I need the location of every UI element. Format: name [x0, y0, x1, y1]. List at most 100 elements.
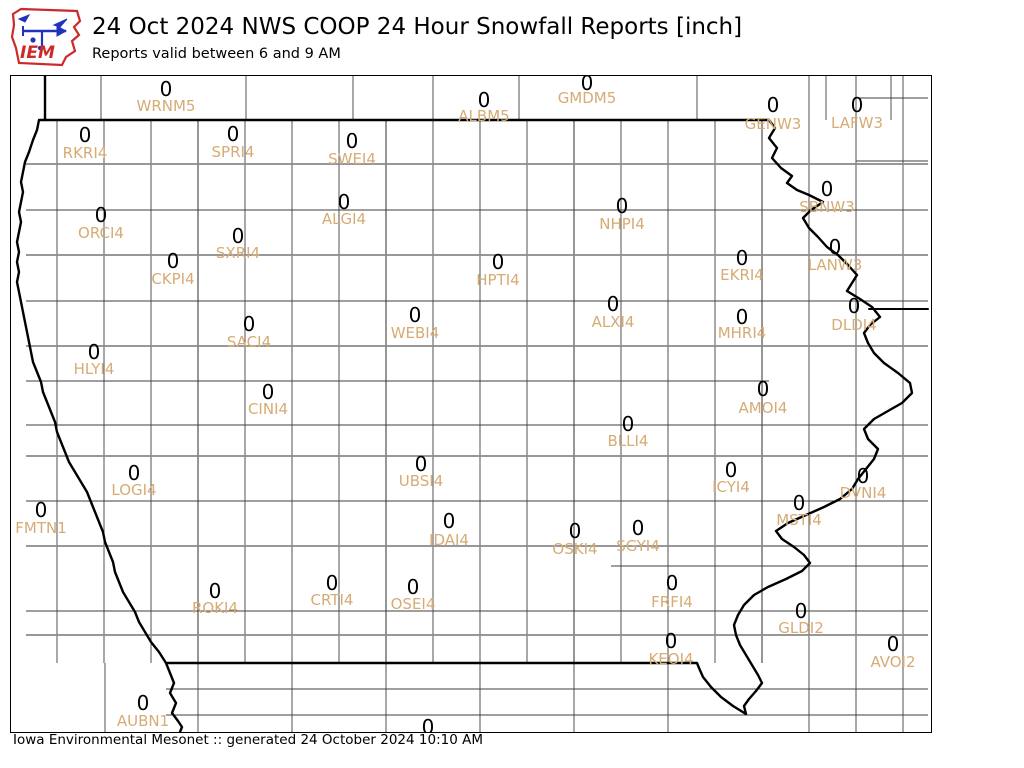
station-id-label: HLYI4 [74, 360, 115, 378]
station-value: 0 [793, 491, 806, 515]
station-value: 0 [160, 77, 173, 101]
station-id-label: ALBM5 [458, 107, 509, 125]
station-value: 0 [736, 305, 749, 329]
station-id-label: BLLI4 [608, 432, 649, 450]
station-value: 0 [492, 250, 505, 274]
station-value: 0 [137, 691, 150, 715]
station-id-label: SGYI4 [616, 537, 660, 555]
station-id-label: OSEI4 [391, 595, 436, 613]
station-value: 0 [887, 632, 900, 656]
station-unlabeled: 0 [422, 715, 435, 739]
iem-logo-text: IEM [20, 43, 55, 63]
station-value: 0 [848, 294, 861, 318]
station-id-label: ORCI4 [78, 224, 124, 242]
station-value: 0 [857, 464, 870, 488]
station-value: 0 [326, 571, 339, 595]
station-id-label: UBSI4 [399, 472, 444, 490]
station-id-label: GENW3 [745, 115, 802, 133]
station-id-label: MHRI4 [718, 324, 767, 342]
station-id-label: KEOI4 [648, 650, 693, 668]
station-id-label: FRFI4 [651, 593, 693, 611]
station-id-label: AMOI4 [739, 399, 788, 417]
station-value: 0 [338, 190, 351, 214]
page-subtitle: Reports valid between 6 and 9 AM [92, 46, 341, 62]
header: IEM 24 Oct 2024 NWS COOP 24 Hour Snowfal… [0, 0, 1024, 74]
station-value: 0 [128, 461, 141, 485]
station-id-label: DVNI4 [840, 484, 887, 502]
station-id-label: NHPI4 [599, 215, 645, 233]
station-id-label: ICYI4 [712, 478, 750, 496]
station-value: 0 [232, 224, 245, 248]
station-value: 0 [422, 715, 435, 732]
station-value: 0 [209, 579, 222, 603]
station-value: 0 [607, 292, 620, 316]
station-id-label: MSTI4 [776, 511, 822, 529]
station-id-label: LOGI4 [111, 481, 156, 499]
station-id-label: IDAI4 [429, 531, 469, 549]
station-value: 0 [478, 88, 491, 112]
station-value: 0 [409, 303, 422, 327]
station-value: 0 [821, 177, 834, 201]
station-value: 0 [88, 340, 101, 364]
station-value: 0 [632, 516, 645, 540]
station-value: 0 [851, 93, 864, 117]
station-value: 0 [725, 458, 738, 482]
station-id-label: CRTI4 [311, 591, 354, 609]
station-id-label: FMTN1 [15, 519, 67, 537]
station-id-label: HPTI4 [476, 271, 519, 289]
station-value: 0 [666, 571, 679, 595]
station-value: 0 [407, 575, 420, 599]
station-value: 0 [443, 509, 456, 533]
station-id-label: GLDI2 [778, 619, 824, 637]
station-id-label: ALGI4 [322, 210, 366, 228]
station-id-label: WRNM5 [137, 97, 196, 115]
station-id-label: OSKI4 [552, 540, 597, 558]
weathervane-glyph [17, 14, 68, 51]
station-id-label: CKPI4 [151, 270, 194, 288]
station-id-label: WEBI4 [391, 324, 440, 342]
station-value: 0 [415, 452, 428, 476]
station-value: 0 [227, 122, 240, 146]
station-id-label: SWEI4 [328, 150, 376, 168]
station-value: 0 [736, 246, 749, 270]
station-value: 0 [829, 235, 842, 259]
footer-credit: Iowa Environmental Mesonet :: generated … [13, 732, 483, 748]
snowfall-map: 0 WRNM5 0 ALBM5 0 GMDM5 0 GENW3 0 LAFW3 0 RKRI4 0 SPR… [10, 71, 932, 739]
station-value: 0 [569, 519, 582, 543]
station-value: 0 [243, 312, 256, 336]
